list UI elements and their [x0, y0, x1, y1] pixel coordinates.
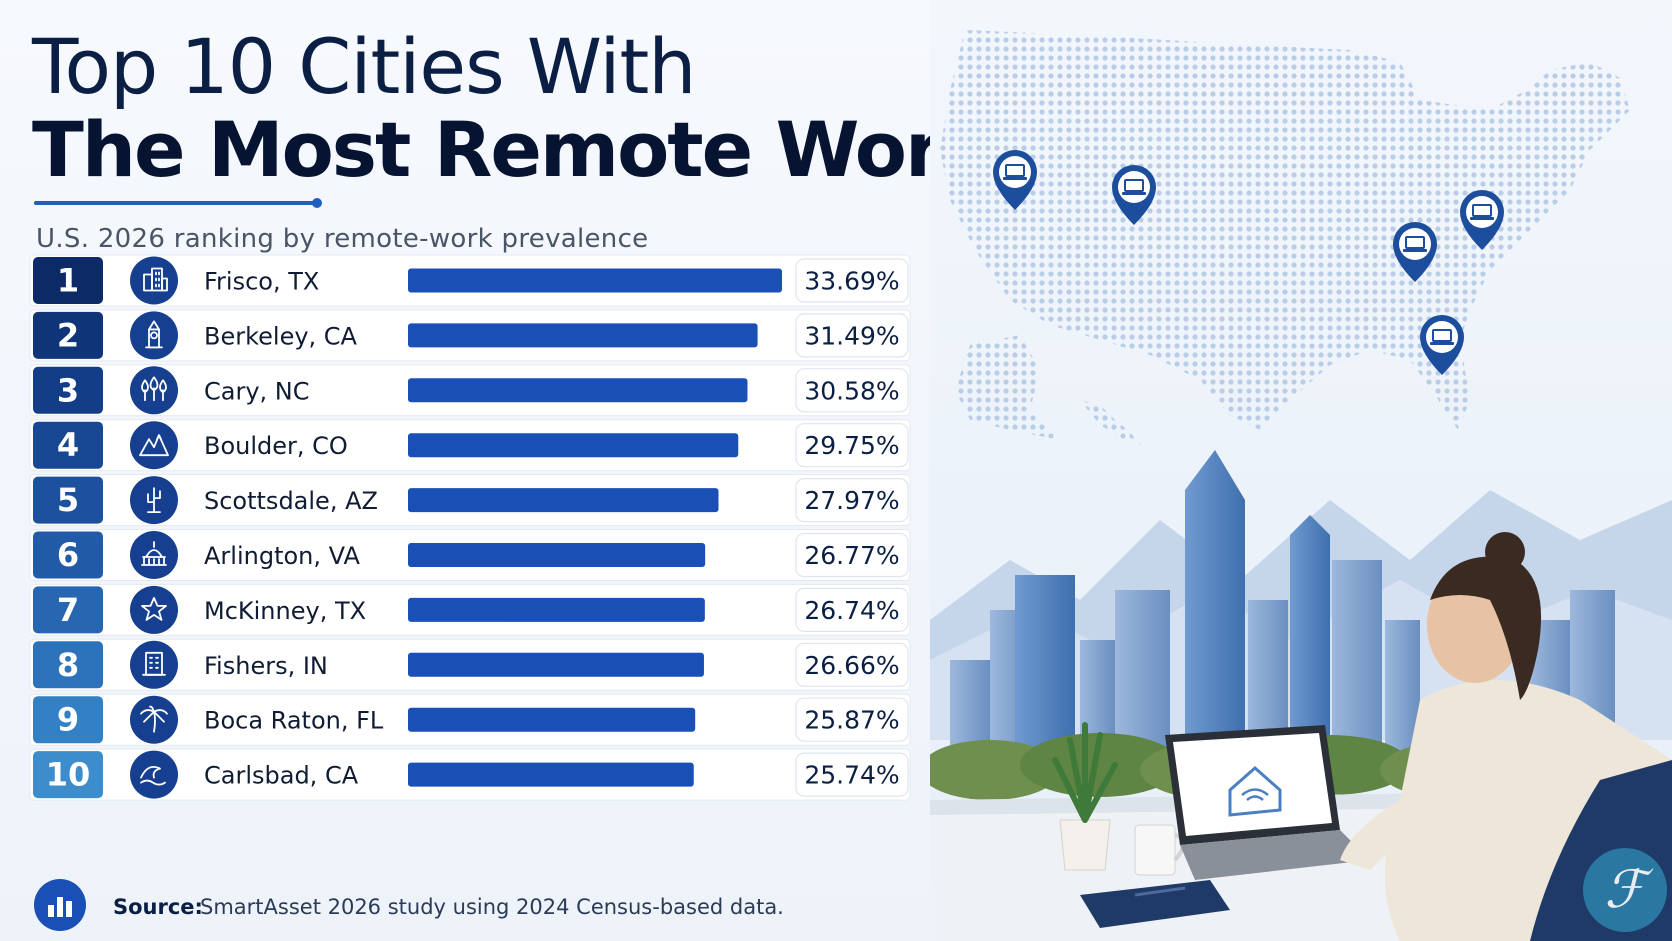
- rank-badge: [33, 586, 103, 634]
- city-icon-circle: [130, 640, 178, 689]
- brand-logo-glyph: ℱ: [1604, 860, 1646, 920]
- rank-number: 7: [57, 591, 79, 629]
- bar: [408, 323, 758, 348]
- wave-icon: [140, 766, 166, 786]
- value-pill: [795, 313, 909, 358]
- bar: [408, 488, 719, 513]
- map-pins: [993, 150, 1504, 375]
- city-name: Fishers, IN: [204, 652, 328, 680]
- city-name: Berkeley, CA: [204, 322, 358, 350]
- rank-number: 1: [57, 262, 79, 300]
- laptop-pin-icon: [1112, 165, 1156, 225]
- bar-chart-icon: [34, 879, 86, 931]
- bar: [408, 652, 704, 677]
- value-pill: [795, 752, 909, 797]
- value-pill: [795, 368, 909, 413]
- mountains-icon: [139, 434, 169, 457]
- city-name: Arlington, VA: [204, 542, 361, 570]
- brand-logo: ℱ: [1583, 848, 1667, 932]
- rank-badge: [33, 366, 103, 414]
- notebook: [1080, 880, 1230, 928]
- rank-number: 4: [57, 426, 79, 464]
- office-tower-icon: [142, 651, 166, 676]
- rank-badge: [33, 257, 103, 304]
- value-label: 27.97%: [804, 486, 899, 515]
- laptop: [1165, 725, 1370, 880]
- value-pill: [795, 587, 909, 633]
- subtitle: U.S. 2026 ranking by remote-work prevale…: [36, 224, 649, 254]
- source-label: Source:: [113, 895, 203, 919]
- city-name: Boulder, CO: [204, 432, 348, 460]
- rank-number: 6: [57, 536, 79, 574]
- city-name: Carlsbad, CA: [204, 762, 359, 790]
- bar: [408, 597, 705, 622]
- title-line-1: Top 10 Cities With: [32, 22, 696, 111]
- rank-badge: [33, 421, 103, 469]
- rank-badge: [33, 311, 103, 359]
- rank-badge: [33, 476, 103, 524]
- rank-badge: [33, 641, 103, 689]
- bar: [408, 378, 748, 403]
- city-name: McKinney, TX: [204, 597, 366, 625]
- cactus-icon: [147, 487, 161, 514]
- value-pill: [795, 697, 909, 742]
- star-icon: [141, 597, 167, 621]
- rank-badge: [33, 751, 103, 799]
- city-name: Scottsdale, AZ: [204, 487, 378, 515]
- clock-tower-icon: [145, 320, 163, 349]
- palm-tree-icon: [140, 705, 168, 733]
- laptop-pin-icon: [1420, 315, 1464, 375]
- city-icon-circle: [130, 585, 178, 634]
- value-label: 31.49%: [804, 321, 899, 350]
- value-label: 33.69%: [804, 267, 899, 296]
- value-pill: [795, 642, 909, 687]
- value-label: 29.75%: [804, 431, 899, 460]
- laptop-pin-icon: [1460, 190, 1504, 250]
- city-name: Cary, NC: [204, 377, 310, 405]
- rank-number: 9: [57, 701, 79, 739]
- laptop-pin-icon: [993, 150, 1037, 210]
- value-label: 25.87%: [804, 706, 899, 735]
- rank-number: 5: [57, 481, 79, 519]
- trees-icon: [141, 376, 167, 402]
- city-icon-circle: [130, 695, 178, 744]
- rank-number: 2: [57, 316, 79, 354]
- bar: [408, 707, 696, 732]
- value-label: 30.58%: [804, 376, 899, 405]
- rank-number: 3: [57, 371, 79, 409]
- rank-number: 8: [57, 646, 79, 684]
- rank-number: 10: [46, 756, 91, 794]
- rank-badge: [33, 531, 103, 579]
- bar: [408, 268, 782, 293]
- potted-plant: [1052, 722, 1118, 871]
- value-label: 25.74%: [804, 761, 899, 790]
- title-underline-dot: [312, 198, 322, 208]
- capitol-dome-icon: [141, 541, 167, 566]
- value-pill: [795, 478, 909, 523]
- value-pill: [795, 423, 909, 468]
- bar: [408, 762, 694, 787]
- value-label: 26.77%: [804, 541, 899, 570]
- laptop-pin-icon: [1393, 222, 1437, 282]
- value-pill: [795, 532, 909, 578]
- city-name: Boca Raton, FL: [204, 707, 384, 735]
- value-label: 26.66%: [804, 651, 899, 680]
- bar: [408, 543, 706, 567]
- office-buildings-icon: [143, 267, 168, 292]
- city-icon-circle: [130, 311, 178, 360]
- city-icon-circle: [130, 531, 178, 579]
- city-name: Frisco, TX: [204, 268, 319, 296]
- city-icon-circle: [130, 256, 178, 305]
- bar: [408, 433, 739, 458]
- value-label: 26.74%: [804, 596, 899, 625]
- rank-badge: [33, 696, 103, 744]
- source-text: SmartAsset 2026 study using 2024 Census-…: [200, 895, 784, 919]
- title-underline: [34, 201, 316, 205]
- value-pill: [795, 258, 909, 303]
